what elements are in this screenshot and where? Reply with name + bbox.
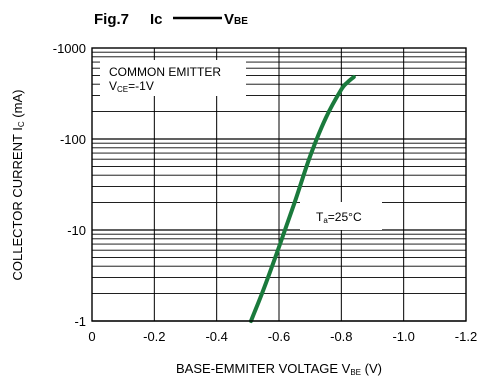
x-tick-label: -1.0: [392, 329, 414, 344]
x-tick-label: -0.8: [330, 329, 352, 344]
series-line-ta-25c: [249, 75, 356, 323]
annotation-temperature: Ta=25°C: [316, 210, 362, 225]
annotation-vce: VCE=-1V: [109, 79, 154, 94]
annotation-box-bg: [100, 60, 246, 96]
x-axis-title: BASE-EMMITER VOLTAGE VBE (V): [176, 361, 382, 377]
y-tick-label: -1000: [53, 41, 86, 56]
y-axis-title: COLLECTOR CURRENT IC (mA): [10, 90, 26, 281]
y-tick-label: -100: [60, 132, 86, 147]
chart-title-x-symbol: VBE: [224, 11, 248, 28]
x-tick-label: -0.6: [268, 329, 290, 344]
temperature-box-bg: [300, 202, 382, 230]
y-tick-label: -1: [74, 314, 86, 329]
x-tick-label: 0: [88, 329, 95, 344]
chart-title-y-symbol: Ic: [150, 11, 163, 28]
y-tick-label: -10: [67, 223, 86, 238]
figure-number: Fig.7: [94, 11, 129, 28]
tick-labels: 0 -0.2 -0.4 -0.6 -0.8 -1.0 -1.2 -1 -10 -100 -1000: [53, 41, 477, 344]
x-tick-label: -1.2: [455, 329, 477, 344]
x-tick-label: -0.2: [143, 329, 165, 344]
plot-frame: [91, 47, 467, 322]
annotation-common-emitter: COMMON EMITTER: [109, 65, 221, 79]
x-tick-label: -0.4: [205, 329, 227, 344]
